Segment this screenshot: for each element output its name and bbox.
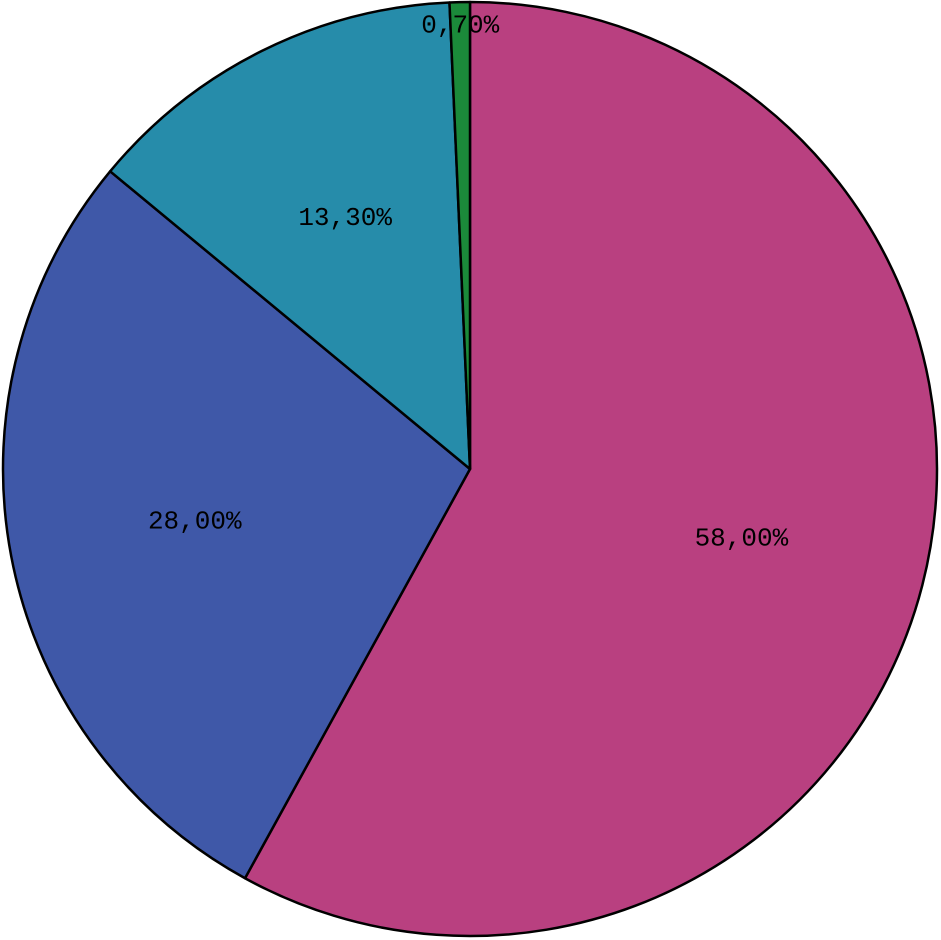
pie-slice <box>108 1 472 471</box>
pie-slice <box>448 0 472 471</box>
pie-slice <box>243 0 939 938</box>
data-label: 13,30% <box>298 203 392 233</box>
data-label: 28,00% <box>148 506 242 536</box>
data-label: 58,00% <box>695 524 789 554</box>
data-label: 0,70% <box>421 10 499 40</box>
pie-slice <box>1 170 472 880</box>
